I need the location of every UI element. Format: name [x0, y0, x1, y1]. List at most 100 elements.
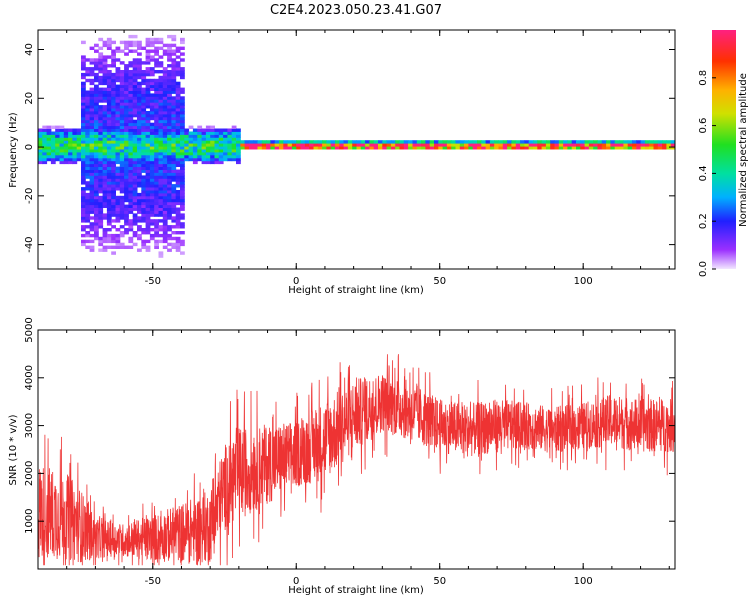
- heatmap-cell: [89, 149, 95, 153]
- heatmap-cell: [85, 99, 91, 103]
- heatmap-cell: [141, 207, 147, 211]
- heatmap-cell: [76, 146, 82, 150]
- heatmap-cell: [188, 134, 194, 138]
- heatmap-cell: [623, 140, 629, 144]
- heatmap-cell: [149, 67, 155, 71]
- heatmap-cell: [162, 75, 168, 80]
- heatmap-cell: [94, 96, 99, 100]
- heatmap-cell: [180, 90, 185, 94]
- heatmap-cell: [119, 210, 125, 214]
- heatmap-cell: [158, 204, 164, 208]
- heatmap-cell: [137, 99, 142, 103]
- heatmap-cell: [640, 146, 646, 150]
- heatmap-cell: [257, 140, 263, 144]
- heatmap-cell: [468, 143, 474, 147]
- heatmap-cell: [175, 207, 181, 211]
- colorbar-tick-label: 0.8: [698, 70, 709, 86]
- heatmap-cell: [59, 143, 65, 147]
- heatmap-cell: [545, 143, 551, 147]
- heatmap-cell: [102, 154, 108, 159]
- heatmap-cell: [81, 166, 86, 170]
- heatmap-cell: [115, 137, 121, 141]
- heatmap-cell: [132, 222, 138, 226]
- heatmap-cell: [141, 99, 147, 103]
- heatmap-cell: [154, 64, 159, 68]
- heatmap-cell: [175, 192, 181, 197]
- heatmap-cell: [188, 140, 194, 144]
- heatmap-cell: [132, 125, 138, 129]
- heatmap-cell: [98, 134, 104, 138]
- heatmap-cell: [63, 143, 69, 147]
- heatmap-cell: [180, 175, 185, 179]
- heatmap-cell: [124, 96, 129, 100]
- heatmap-cell: [145, 248, 151, 252]
- heatmap-cell: [89, 90, 95, 94]
- heatmap-cell: [85, 172, 91, 176]
- heatmap-cell: [115, 96, 121, 100]
- heatmap-cell: [76, 131, 82, 135]
- heatmap-cell: [154, 113, 159, 118]
- heatmap-cell: [119, 78, 125, 83]
- heatmap-cell: [76, 140, 82, 144]
- heatmap-cell: [137, 40, 142, 45]
- heatmap-cell: [533, 140, 538, 144]
- heatmap-cell: [106, 213, 112, 217]
- heatmap-cell: [270, 140, 276, 144]
- heatmap-cell: [601, 143, 607, 147]
- heatmap-cell: [124, 154, 129, 159]
- heatmap-cell: [158, 228, 164, 232]
- heatmap-cell: [158, 175, 164, 179]
- heatmap-cell: [132, 195, 138, 200]
- heatmap-cell: [141, 166, 147, 170]
- heatmap-cell: [141, 93, 147, 97]
- heatmap-cell: [85, 105, 91, 109]
- heatmap-cell: [171, 105, 177, 109]
- heatmap-cell: [180, 154, 185, 159]
- heatmap-cell: [115, 113, 121, 118]
- heatmap-cell: [180, 146, 185, 150]
- heatmap-cell: [111, 87, 116, 91]
- heatmap-cell: [124, 228, 129, 232]
- heatmap-cell: [515, 143, 521, 147]
- heatmap-cell: [89, 222, 95, 226]
- heatmap-cell: [85, 204, 91, 208]
- heatmap-cell: [111, 90, 116, 94]
- heatmap-cell: [192, 131, 198, 135]
- heatmap-cell: [180, 143, 185, 147]
- heatmap-cell: [167, 201, 172, 206]
- heatmap-cell: [115, 111, 121, 115]
- heatmap-cell: [373, 143, 379, 147]
- heatmap-cell: [119, 184, 125, 188]
- heatmap-cell: [68, 160, 73, 165]
- heatmap-cell: [98, 166, 104, 170]
- heatmap-cell: [175, 140, 181, 144]
- heatmap-cell: [128, 219, 134, 223]
- heatmap-cell: [541, 140, 547, 144]
- heatmap-cell: [115, 198, 121, 203]
- heatmap-cell: [231, 125, 237, 129]
- heatmap-cell: [111, 113, 116, 118]
- heatmap-cell: [132, 166, 138, 170]
- heatmap-cell: [171, 99, 177, 103]
- heatmap-cell: [464, 140, 469, 144]
- heatmap-cell: [399, 146, 405, 150]
- heatmap-cell: [68, 143, 73, 147]
- heatmap-cell: [317, 140, 323, 144]
- heatmap-cell: [438, 143, 444, 147]
- heatmap-cell: [137, 163, 142, 167]
- heatmap-cell: [98, 87, 104, 91]
- heatmap-cell: [455, 140, 461, 144]
- heatmap-cell: [128, 111, 134, 115]
- heatmap-cell: [132, 242, 138, 247]
- heatmap-cell: [132, 160, 138, 165]
- heatmap-cell: [162, 245, 168, 249]
- heatmap-cell: [137, 96, 142, 100]
- heatmap-cell: [175, 61, 181, 65]
- heatmap-cell: [89, 93, 95, 97]
- heatmap-cell: [593, 143, 598, 147]
- heatmap-cell: [158, 163, 164, 167]
- heatmap-cell: [85, 122, 91, 127]
- heatmap-cell: [192, 160, 198, 165]
- heatmap-cell: [81, 102, 86, 106]
